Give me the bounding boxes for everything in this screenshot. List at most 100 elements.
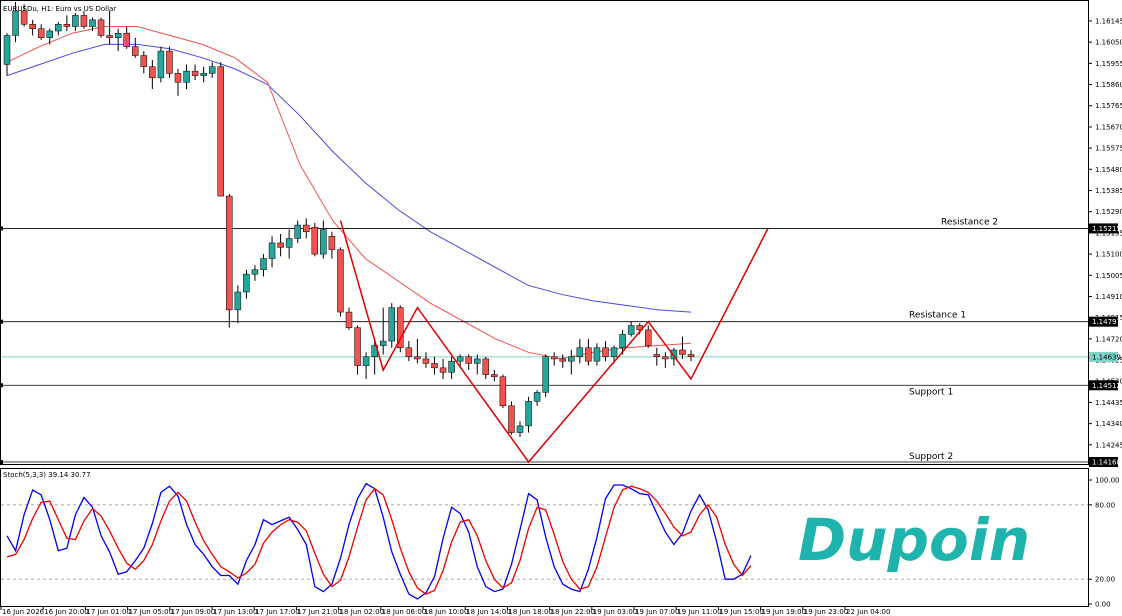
price-panel: Resistance 2 Resistance 1 Support 1 Support…	[0, 0, 1089, 465]
candle-body	[149, 66, 156, 79]
candle	[123, 26, 130, 49]
pattern-lines	[339, 220, 769, 464]
candle	[593, 343, 601, 366]
candle-body	[550, 356, 558, 360]
candle	[465, 354, 472, 371]
candle-body	[345, 311, 353, 328]
stoch-tick-label: 80.00	[1095, 501, 1115, 509]
stoch-tick-label: 20.00	[1095, 576, 1115, 584]
time-tick-label: 19 Jun 23:00	[804, 608, 848, 616]
candle	[106, 10, 113, 45]
candle-body	[89, 19, 96, 27]
stochastic-lines	[6, 482, 752, 600]
price-tick-label: 1.14340	[1095, 420, 1122, 428]
candle-body	[234, 291, 242, 311]
candle-body	[465, 356, 472, 364]
candle	[542, 354, 549, 397]
candle	[422, 352, 430, 368]
level-price-box	[1089, 223, 1118, 234]
candle	[405, 341, 413, 362]
price-tick-label: 1.15480	[1095, 166, 1122, 174]
time-tick-label: 16 Jun 2026	[2, 608, 45, 616]
candle	[653, 347, 661, 366]
candle	[200, 66, 207, 83]
time-tick-label: 17 Jun 05:00	[129, 608, 173, 616]
level-price-box	[1089, 380, 1118, 391]
level-anchor	[0, 319, 3, 324]
time-tick-label: 18 Jun 06:00	[382, 608, 426, 616]
candle-body	[337, 249, 344, 313]
current-price-box	[1089, 351, 1118, 362]
candle-body	[208, 66, 216, 74]
candle	[80, 10, 88, 29]
level-price-box	[1089, 457, 1118, 467]
candle	[149, 60, 156, 90]
level-label: Resistance 2	[941, 217, 998, 227]
price-tick-label: 1.14910	[1095, 293, 1122, 301]
price-tick-label: 1.15005	[1095, 272, 1122, 280]
candle-body	[679, 349, 686, 355]
level-price-label: 1.14168	[1092, 459, 1121, 467]
candle	[183, 64, 190, 90]
candle	[687, 350, 695, 362]
candle-body	[285, 238, 293, 248]
candle	[166, 46, 173, 78]
candle	[328, 231, 336, 259]
time-tick-label: 19 Jun 19:00	[762, 608, 806, 616]
candle-body	[508, 405, 515, 433]
candle	[602, 341, 609, 362]
level-price-label: 1.14512	[1092, 382, 1121, 390]
candle	[448, 356, 455, 380]
candle	[285, 229, 293, 259]
level-label: Resistance 1	[909, 311, 966, 321]
candle-body	[251, 269, 259, 275]
stochastic-panel: Stoch(5,3,3) 39.14 30.77 Dupoin	[0, 468, 1089, 607]
time-tick-label: 17 Jun 13:00	[213, 608, 257, 616]
candle-body	[448, 360, 455, 373]
time-tick-label: 18 Jun 18:00	[508, 608, 552, 616]
stochastic-panel-frame	[0, 468, 1089, 607]
candles	[3, 2, 695, 438]
level-anchor	[0, 226, 3, 231]
candle	[157, 46, 165, 83]
candle-body	[397, 307, 404, 349]
candle-body	[55, 24, 62, 32]
candle	[294, 220, 301, 243]
candle	[662, 352, 669, 368]
candle-body	[123, 32, 130, 47]
candle	[226, 193, 233, 328]
time-tick-label: 19 Jun 07:00	[635, 608, 679, 616]
candle-body	[388, 307, 395, 342]
candle	[559, 354, 566, 368]
candle	[550, 352, 558, 366]
candle-body	[645, 329, 652, 346]
candle-body	[80, 15, 88, 27]
candle	[439, 358, 447, 380]
candle-body	[328, 235, 336, 250]
candle-body	[516, 425, 524, 433]
candle-body	[568, 356, 575, 362]
candle-body	[46, 30, 53, 38]
candle-body	[20, 10, 28, 25]
candle	[37, 24, 45, 40]
candle	[525, 396, 532, 433]
candle-body	[243, 273, 250, 293]
time-tick-label: 17 Jun 21:00	[297, 608, 341, 616]
candle	[362, 352, 370, 380]
level-label: Support 2	[909, 452, 953, 462]
pattern-line	[339, 220, 769, 464]
indicator-title: Stoch(5,3,3) 39.14 30.77	[3, 471, 91, 479]
candle	[303, 218, 310, 239]
candle	[431, 356, 438, 375]
time-tick-label: 17 Jun 09:00	[171, 608, 215, 616]
candle-body	[97, 19, 105, 36]
candle-body	[670, 349, 678, 360]
time-tick-label: 19 Jun 11:00	[677, 608, 721, 616]
candle	[174, 68, 182, 96]
candle-body	[260, 258, 267, 270]
candle-body	[320, 229, 327, 255]
candle-body	[191, 70, 199, 76]
candle	[474, 354, 481, 375]
candle-body	[593, 347, 601, 362]
candle	[311, 222, 319, 257]
